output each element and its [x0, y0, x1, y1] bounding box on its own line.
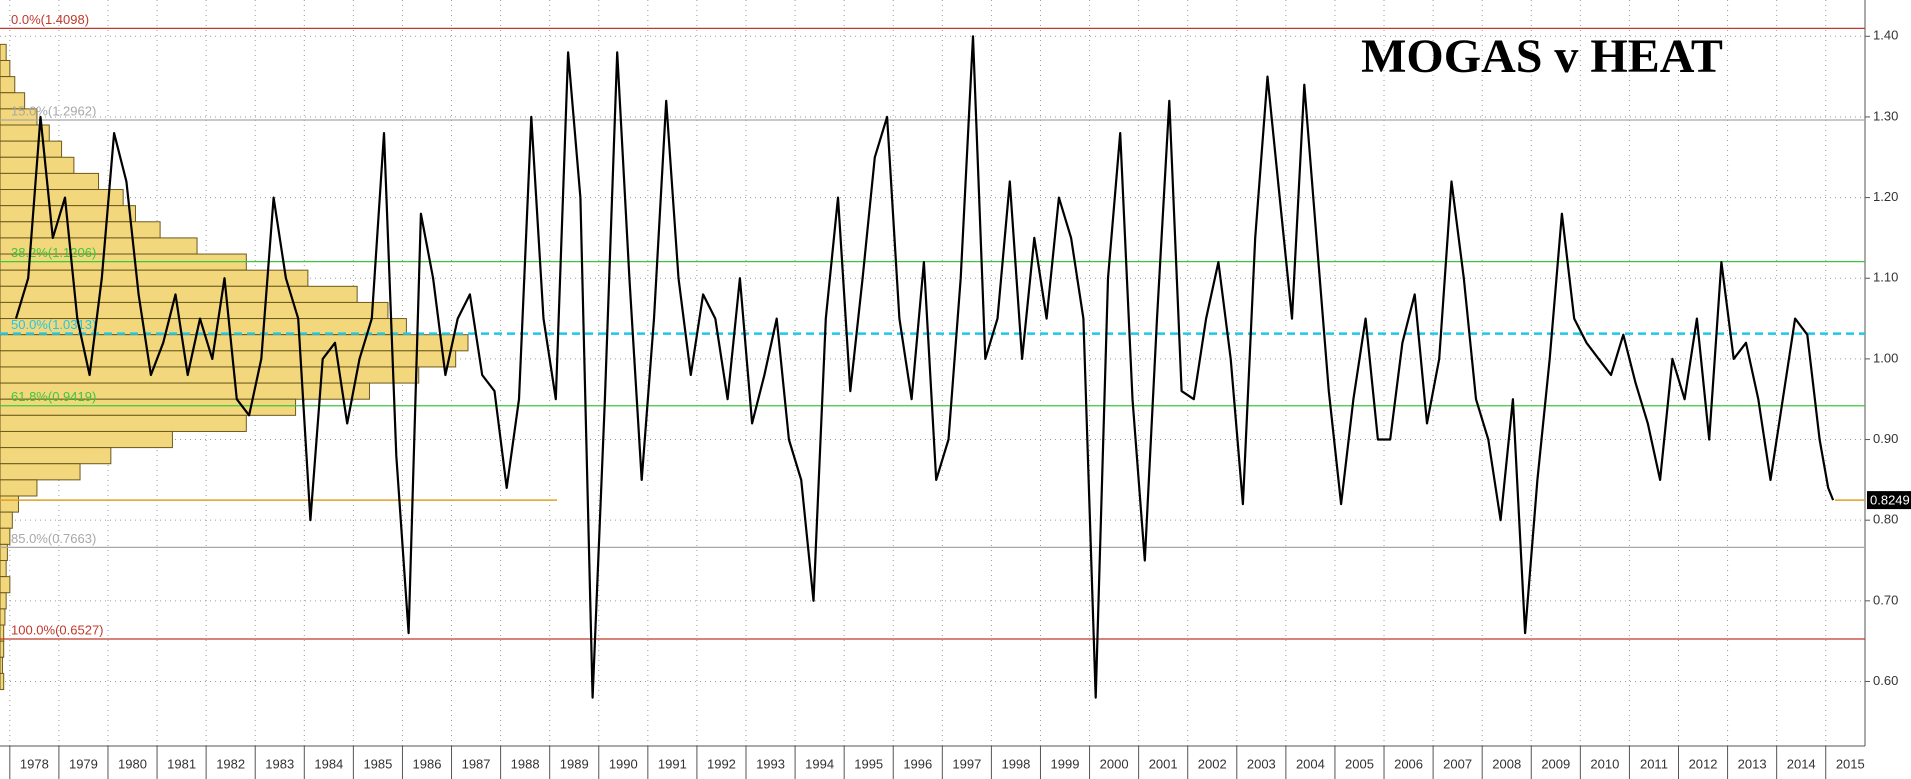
x-tick-label: 1987	[462, 756, 491, 771]
x-tick-label: 2015	[1836, 756, 1865, 771]
y-tick-label: 1.20	[1873, 189, 1898, 204]
chart-title: MOGAS v HEAT	[1361, 30, 1723, 83]
profile-bar	[0, 285, 358, 303]
x-tick-label: 2007	[1443, 756, 1472, 771]
y-tick-label: 0.80	[1873, 512, 1898, 527]
level-label: 38.2%(1.1206)	[11, 245, 96, 260]
level-label: 85.0%(0.7663)	[11, 531, 96, 546]
profile-bar	[0, 640, 5, 658]
profile-bar	[0, 221, 161, 239]
profile-bar	[0, 59, 11, 78]
profile-bar	[0, 43, 7, 61]
x-tick-label: 2001	[1149, 756, 1178, 771]
profile-bar	[0, 656, 3, 674]
y-tick-label: 1.40	[1873, 28, 1898, 43]
profile-bar	[0, 495, 19, 513]
x-tick-label: 2002	[1198, 756, 1227, 771]
x-tick-label: 2012	[1689, 756, 1718, 771]
profile-bar	[0, 463, 81, 481]
profile-bar	[0, 608, 6, 626]
y-tick-label: 0.70	[1873, 592, 1898, 607]
y-tick-label: 0.60	[1873, 673, 1898, 688]
x-tick-label: 2004	[1296, 756, 1325, 771]
profile-bar	[0, 350, 457, 368]
x-tick-label: 1981	[167, 756, 196, 771]
x-tick-label: 1992	[707, 756, 736, 771]
x-tick-label: 2013	[1738, 756, 1767, 771]
level-label: 61.8%(0.9419)	[11, 389, 96, 404]
x-tick-label: 2011	[1640, 756, 1668, 771]
x-tick-label: 1990	[609, 756, 638, 771]
x-tick-label: 1979	[69, 756, 98, 771]
profile-bar	[0, 414, 247, 432]
profile-bar	[0, 672, 5, 691]
x-tick-label: 1985	[363, 756, 392, 771]
x-tick-label: 1996	[903, 756, 932, 771]
profile-bar	[0, 447, 112, 465]
x-tick-label: 1980	[118, 756, 147, 771]
x-tick-label: 1988	[511, 756, 540, 771]
profile-bar	[0, 189, 124, 207]
x-tick-label: 1986	[413, 756, 442, 771]
x-tick-label: 1993	[756, 756, 785, 771]
x-tick-label: 1998	[1001, 756, 1030, 771]
series-line	[14, 35, 1835, 699]
x-tick-label: 1984	[314, 756, 343, 771]
x-tick-label: 2009	[1541, 756, 1570, 771]
profile-bar	[0, 172, 100, 191]
x-tick-label: 1997	[952, 756, 981, 771]
x-tick-label: 2010	[1590, 756, 1619, 771]
y-tick-label: 1.30	[1873, 108, 1898, 123]
level-label: 50.0%(1.0313)	[11, 317, 96, 332]
profile-bar	[0, 576, 11, 594]
profile-bar	[0, 511, 13, 529]
x-tick-label: 2000	[1100, 756, 1129, 771]
profile-bar	[0, 430, 173, 449]
profile-bar	[0, 592, 7, 610]
profile-bar	[0, 76, 16, 94]
profile-bar	[0, 140, 63, 158]
x-tick-label: 1999	[1051, 756, 1080, 771]
y-tick-label: 1.00	[1873, 350, 1898, 365]
x-tick-label: 2014	[1787, 756, 1816, 771]
last-value-box	[1867, 491, 1911, 510]
level-label: 15.0%(1.2962)	[11, 103, 96, 118]
x-tick-label: 1995	[854, 756, 883, 771]
profile-bar	[0, 527, 11, 545]
level-label: 0.0%(1.4098)	[11, 12, 89, 27]
x-tick-label: 1991	[658, 756, 687, 771]
profile-bar	[0, 479, 38, 497]
x-tick-label: 1994	[805, 756, 834, 771]
profile-bar	[0, 560, 7, 578]
x-tick-label: 2008	[1492, 756, 1521, 771]
x-tick-label: 1983	[265, 756, 294, 771]
y-tick-label: 1.10	[1873, 270, 1898, 285]
y-tick-label: 0.90	[1873, 431, 1898, 446]
x-tick-label: 2005	[1345, 756, 1374, 771]
last-value-label: 0.8249	[1870, 493, 1910, 508]
level-label: 100.0%(0.6527)	[11, 622, 104, 637]
x-tick-label: 1989	[560, 756, 589, 771]
profile-bar	[0, 269, 309, 287]
x-tick-label: 2003	[1247, 756, 1276, 771]
profile-bar	[0, 334, 469, 352]
x-tick-label: 2006	[1394, 756, 1423, 771]
x-tick-label: 1978	[20, 756, 49, 771]
x-tick-label: 1982	[216, 756, 245, 771]
